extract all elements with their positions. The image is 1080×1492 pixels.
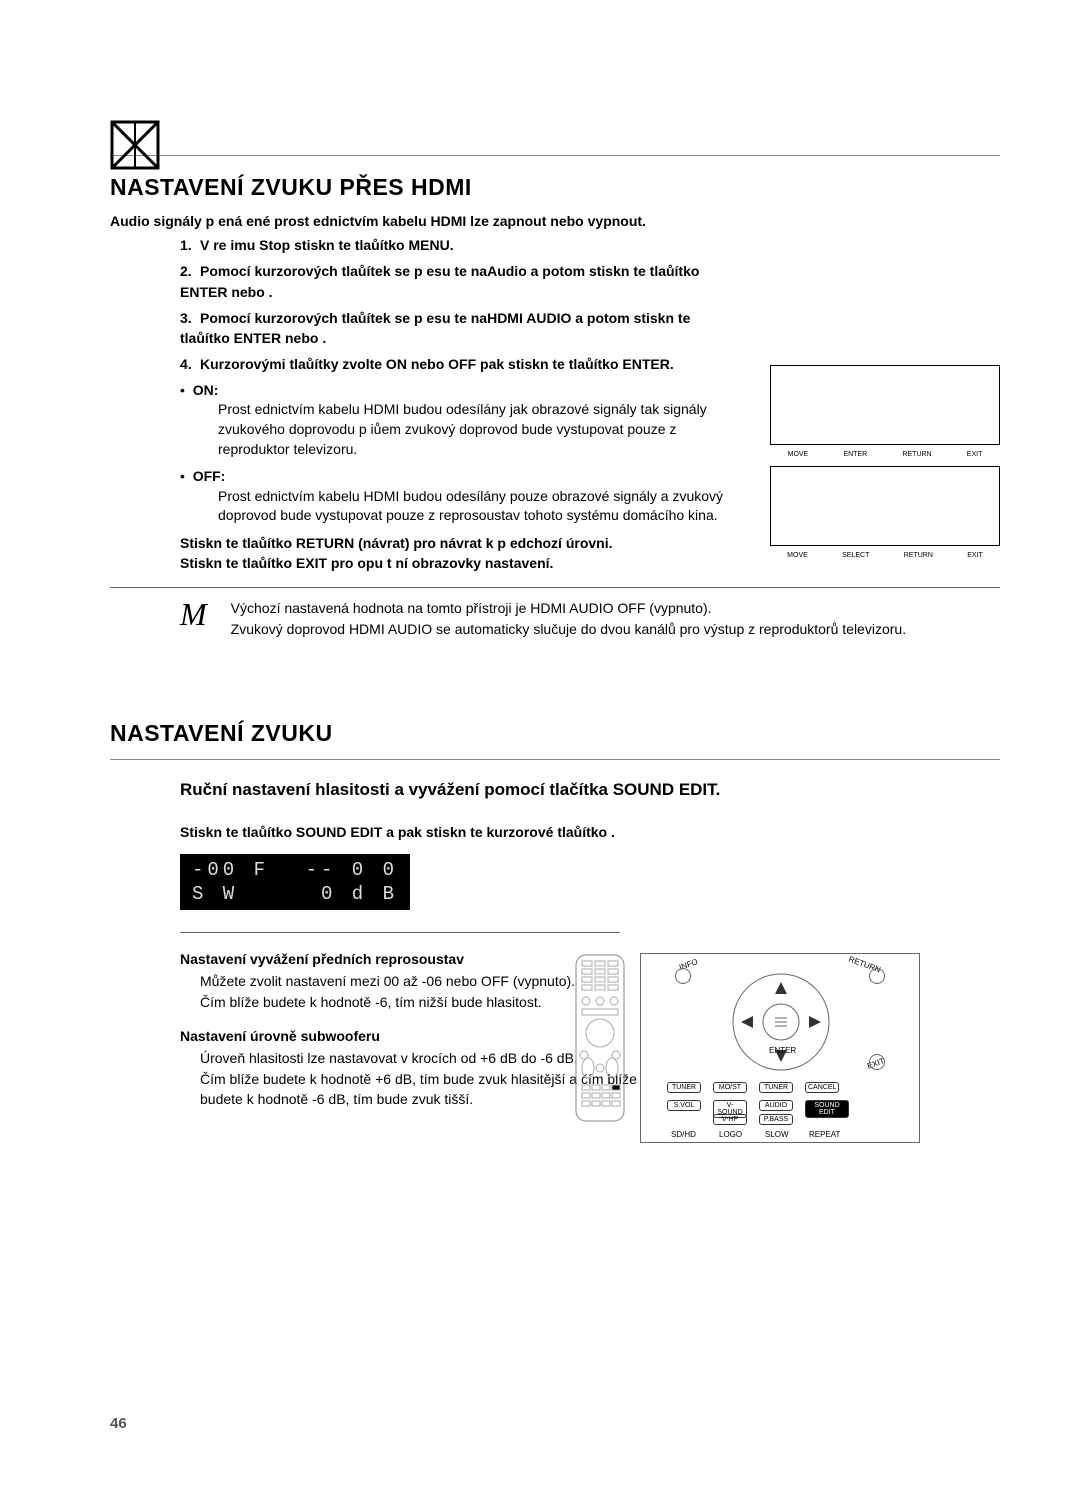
bullet-off: • OFF: Prost ednictvím kabelu HDMI budou… — [180, 467, 740, 526]
osd-screen-1 — [770, 365, 1000, 445]
osd-screen-2 — [770, 466, 1000, 546]
section2-subhead: Ruční nastavení hlasitosti a vyvážení po… — [110, 780, 1000, 800]
step: 3.Pomocí kurzorových tlaůítek se p esu t… — [180, 308, 740, 349]
note-text: Výchozí nastavená hodnota na tomto příst… — [231, 598, 906, 640]
brand-logo — [110, 120, 160, 175]
return-line: Stiskn te tlaůítko RETURN (návrat) pro n… — [180, 534, 740, 554]
step: 4.Kurzorovými tlaůítky zvolte ON nebo OF… — [180, 354, 740, 374]
exit-line: Stiskn te tlaůítko EXIT pro opu t ní obr… — [180, 554, 740, 574]
sound-edit-button: SOUND EDIT — [805, 1100, 849, 1118]
section1-intro: Audio signály p ená ené prost ednictvím … — [110, 213, 1000, 229]
dpad-icon — [731, 972, 831, 1074]
remote-small-diagram — [570, 953, 630, 1143]
section1-title: NASTAVENÍ ZVUKU PŘES HDMI — [110, 174, 1000, 201]
step: 2.Pomocí kurzorových tlaůítek se p esu t… — [180, 261, 740, 302]
bullet-on: • ON: Prost ednictvím kabelu HDMI budou … — [180, 381, 740, 459]
enter-label: ENTER — [769, 1046, 796, 1055]
osd1-labels: MOVEENTERRETURNEXIT — [770, 451, 1000, 458]
lcd-display: -00 F-- 0 0 S W0 d B — [180, 854, 410, 910]
section2-instr: Stiskn te tlaůítko SOUND EDIT a pak stis… — [110, 824, 1000, 840]
osd2-labels: MOVESELECTRETURNEXIT — [770, 552, 1000, 559]
remote-large-diagram: ENTER INFO RETURN EXIT TUNER MO/ST TUNER… — [640, 953, 920, 1143]
step: 1.V re imu Stop stiskn te tlaůítko MENU. — [180, 235, 740, 255]
page-number: 46 — [110, 1415, 127, 1432]
section2-title: NASTAVENÍ ZVUKU — [110, 720, 1000, 747]
note-icon: M — [180, 598, 207, 630]
